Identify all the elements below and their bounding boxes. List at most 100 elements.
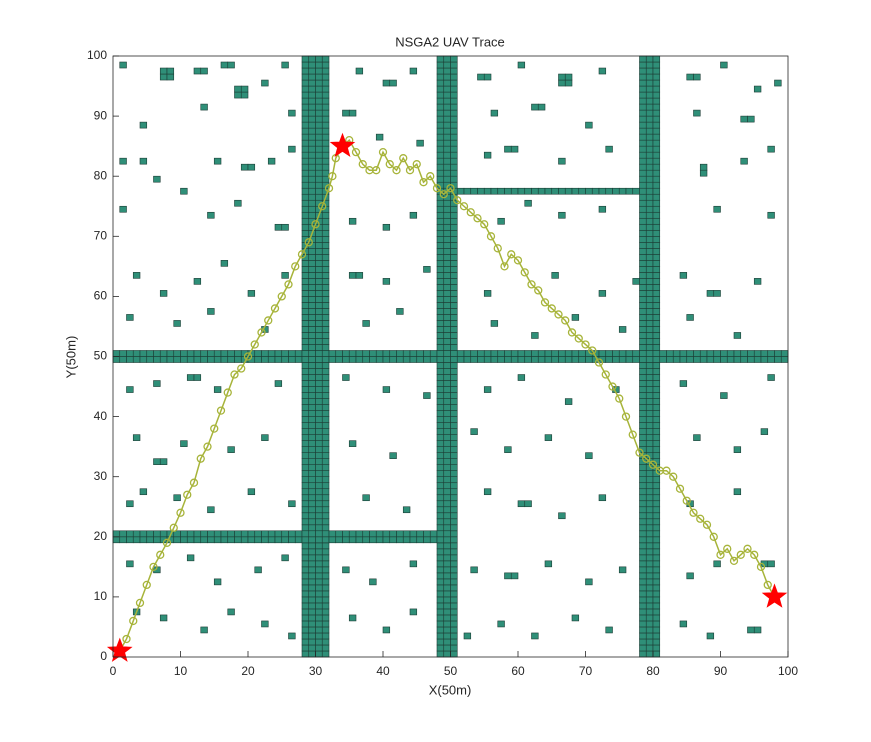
obstacle-cell	[321, 374, 330, 381]
obstacle-cell	[443, 332, 451, 339]
obstacle-cell	[308, 614, 316, 622]
obstacle	[416, 139, 424, 147]
obstacle-cell	[504, 572, 512, 580]
obstacle-cell	[315, 139, 323, 147]
obstacle-cell	[321, 530, 330, 538]
obstacle-cell	[436, 121, 445, 129]
obstacle-cell	[504, 187, 512, 195]
obstacle-cell	[645, 344, 654, 351]
obstacle-cell	[321, 650, 330, 658]
obstacle	[389, 452, 397, 459]
obstacle-cell	[429, 530, 438, 538]
obstacle	[274, 223, 289, 231]
obstacle-cell	[551, 350, 559, 357]
obstacle-cell	[450, 560, 458, 568]
obstacle-cell	[288, 356, 296, 363]
obstacle-cell	[652, 115, 661, 123]
obstacle-cell	[321, 554, 330, 562]
x-tick-label: 100	[778, 664, 798, 678]
obstacle-cell	[652, 296, 661, 303]
obstacle-cell	[321, 566, 330, 574]
obstacle-cell	[315, 254, 323, 261]
obstacle-cell	[726, 356, 735, 363]
obstacle-cell	[315, 308, 323, 315]
obstacle-cell	[173, 350, 181, 357]
obstacle-cell	[443, 236, 451, 243]
obstacle-cell	[436, 248, 445, 255]
obstacle-cell	[639, 632, 647, 640]
obstacle-cell	[450, 229, 458, 237]
obstacle-cell	[308, 139, 316, 147]
obstacle	[213, 386, 222, 393]
obstacle-cell	[450, 67, 458, 75]
obstacle	[544, 434, 553, 441]
obstacle-cell	[652, 254, 661, 261]
obstacle-cell	[274, 530, 283, 538]
obstacle-cell	[645, 199, 654, 207]
obstacle-cell	[240, 536, 249, 544]
obstacle-cell	[308, 584, 316, 592]
obstacle-cell	[321, 175, 330, 183]
obstacle-cell	[645, 254, 654, 261]
obstacle-cell	[652, 260, 661, 267]
obstacle-cell	[767, 356, 775, 363]
obstacle-cell	[450, 91, 458, 99]
obstacle-cell	[436, 85, 445, 93]
obstacle-cell	[639, 187, 647, 195]
obstacle-cell	[652, 236, 661, 243]
obstacle-cell	[301, 464, 310, 471]
obstacle-cell	[308, 560, 316, 568]
obstacle-cell	[639, 67, 647, 75]
obstacle-cell	[450, 115, 458, 123]
obstacle-cell	[645, 61, 654, 69]
obstacle-cell	[699, 169, 708, 177]
obstacle-cell	[450, 175, 458, 183]
obstacle	[132, 272, 141, 279]
obstacle-cell	[767, 211, 775, 219]
obstacle-cell	[652, 133, 661, 141]
obstacle	[139, 488, 148, 496]
obstacle-cell	[382, 386, 391, 393]
obstacle-cell	[274, 380, 283, 387]
obstacle	[504, 446, 512, 453]
obstacle-cell	[713, 560, 721, 568]
obstacle-cell	[531, 356, 539, 363]
obstacle-cell	[450, 326, 458, 333]
obstacle-cell	[645, 187, 654, 195]
obstacle	[382, 386, 391, 393]
obstacle-cell	[436, 464, 445, 471]
obstacle-cell	[321, 91, 330, 99]
obstacle-cell	[321, 223, 330, 231]
obstacle-cell	[571, 314, 580, 321]
obstacle-cell	[436, 97, 445, 105]
obstacle-cell	[321, 434, 330, 441]
obstacle	[234, 85, 249, 99]
obstacle-cell	[234, 530, 242, 538]
obstacle-cell	[308, 254, 316, 261]
obstacle-cell	[436, 488, 445, 496]
obstacle-cell	[308, 145, 316, 153]
obstacle-cell	[639, 278, 647, 285]
obstacle	[362, 494, 370, 502]
trace-point	[648, 460, 658, 469]
obstacle	[220, 61, 235, 69]
obstacle-cell	[321, 416, 330, 423]
obstacle-cell	[315, 422, 323, 429]
obstacle-cell	[159, 458, 168, 465]
obstacle-cell	[470, 566, 478, 574]
obstacle-cell	[348, 614, 357, 622]
obstacle-cell	[436, 644, 445, 652]
obstacle-cell	[443, 602, 451, 610]
obstacle-cell	[321, 163, 330, 171]
obstacle-cell	[693, 109, 701, 117]
obstacle-cell	[672, 356, 681, 363]
obstacle	[409, 211, 418, 219]
obstacle-cell	[315, 458, 323, 465]
obstacle	[132, 434, 141, 441]
obstacle-cell	[139, 350, 148, 357]
obstacle-cell	[612, 187, 620, 195]
obstacle-cell	[470, 428, 478, 435]
trace-point	[527, 280, 536, 289]
obstacle	[369, 578, 377, 586]
obstacle-cell	[652, 380, 661, 387]
